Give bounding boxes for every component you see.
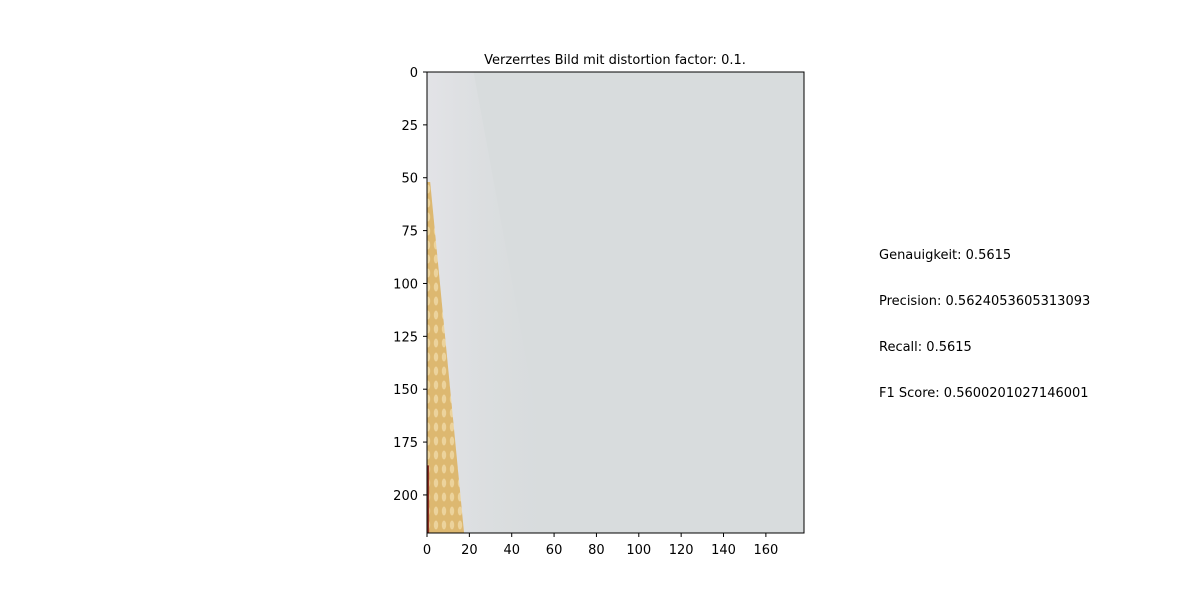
x-tick-label: 20 (461, 543, 478, 558)
y-tick-label: 0 (410, 66, 418, 81)
recall-text: Recall: 0.5615 (879, 340, 972, 355)
image-edge-strip (427, 465, 430, 533)
x-tick-label: 160 (753, 543, 778, 558)
y-tick-label: 175 (393, 436, 418, 451)
chart-title: Verzerrtes Bild mit distortion factor: 0… (484, 53, 746, 68)
x-tick-label: 120 (669, 543, 694, 558)
y-tick-label: 125 (393, 330, 418, 345)
y-tick-label: 50 (401, 172, 418, 187)
image-stripe-band (427, 181, 465, 533)
y-tick-label: 25 (401, 119, 418, 134)
x-tick-label: 100 (626, 543, 651, 558)
x-tick-label: 0 (423, 543, 431, 558)
y-tick-label: 150 (393, 383, 418, 398)
accuracy-text: Genauigkeit: 0.5615 (879, 248, 1012, 263)
x-axis-ticks: 0 20 40 60 80 100 120 140 160 (423, 533, 778, 558)
y-tick-label: 200 (393, 489, 418, 504)
y-tick-label: 75 (401, 225, 418, 240)
axes-frame (426, 71, 805, 534)
x-tick-label: 140 (711, 543, 736, 558)
x-tick-label: 40 (503, 543, 520, 558)
x-tick-label: 60 (546, 543, 563, 558)
image-shadow-band (427, 72, 559, 533)
y-axis-ticks: 0 25 50 75 100 125 150 175 200 (393, 66, 427, 504)
y-tick-label: 100 (393, 277, 418, 292)
precision-text: Precision: 0.5624053605313093 (879, 294, 1091, 309)
image-area (427, 72, 804, 533)
f1-score-text: F1 Score: 0.5600201027146001 (879, 386, 1089, 401)
x-tick-label: 80 (588, 543, 605, 558)
